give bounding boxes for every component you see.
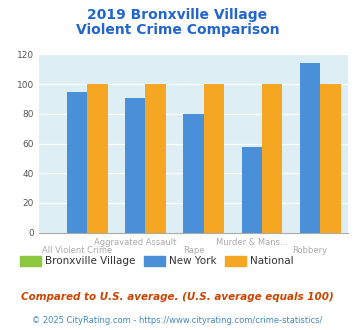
Bar xyxy=(87,84,108,233)
Bar xyxy=(125,98,146,233)
Text: © 2025 CityRating.com - https://www.cityrating.com/crime-statistics/: © 2025 CityRating.com - https://www.city… xyxy=(32,316,323,325)
Text: Robbery: Robbery xyxy=(293,246,328,255)
Text: Compared to U.S. average. (U.S. average equals 100): Compared to U.S. average. (U.S. average … xyxy=(21,292,334,302)
Bar xyxy=(262,84,282,233)
Bar xyxy=(320,84,340,233)
Bar xyxy=(67,91,87,233)
Text: 2019 Bronxville Village: 2019 Bronxville Village xyxy=(87,8,268,22)
Text: Violent Crime Comparison: Violent Crime Comparison xyxy=(76,23,279,37)
Bar xyxy=(183,114,204,233)
Text: All Violent Crime: All Violent Crime xyxy=(42,246,112,255)
Text: Murder & Mans...: Murder & Mans... xyxy=(216,238,288,247)
Bar xyxy=(300,63,320,233)
Text: Rape: Rape xyxy=(183,246,204,255)
Bar xyxy=(204,84,224,233)
Bar xyxy=(146,84,166,233)
Legend: Bronxville Village, New York, National: Bronxville Village, New York, National xyxy=(16,251,297,270)
Text: Aggravated Assault: Aggravated Assault xyxy=(94,238,176,247)
Bar xyxy=(241,147,262,233)
